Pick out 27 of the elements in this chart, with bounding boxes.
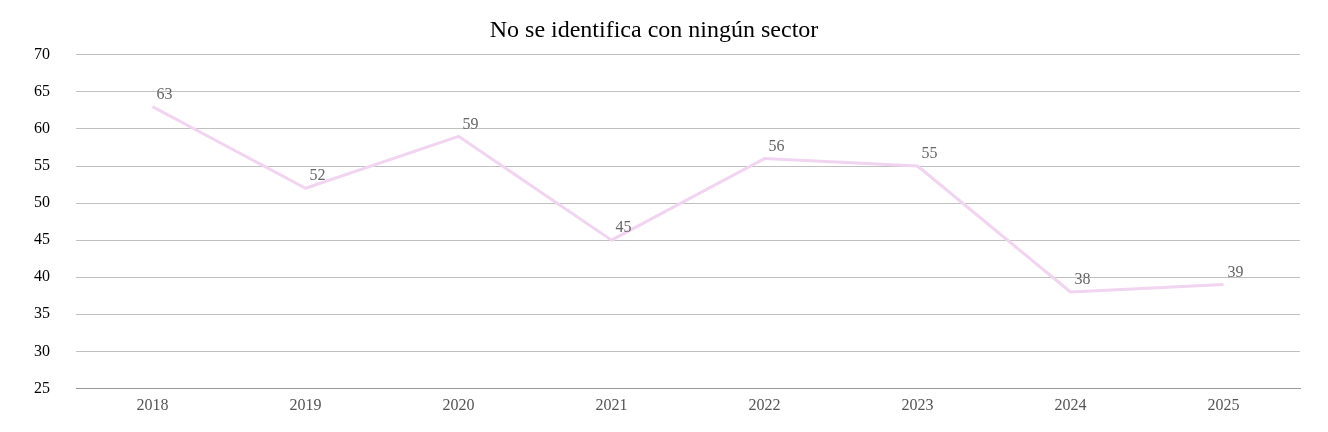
y-tick-label: 40 — [34, 267, 50, 285]
data-label: 59 — [462, 114, 479, 132]
x-tick-label: 2020 — [442, 396, 475, 414]
x-tick-label: 2022 — [748, 396, 781, 414]
y-tick-label: 70 — [34, 45, 50, 62]
data-label: 63 — [156, 84, 173, 102]
data-label: 55 — [921, 144, 938, 162]
data-label: 38 — [1074, 270, 1091, 288]
x-tick-label: 2024 — [1054, 396, 1087, 414]
x-tick-label: 2019 — [289, 396, 322, 414]
x-tick-label: 2018 — [136, 396, 169, 414]
y-tick-label: 55 — [34, 156, 50, 174]
y-tick-label: 60 — [34, 119, 50, 137]
y-tick-label: 25 — [34, 378, 50, 396]
chart-title: No se identifica con ningún sector — [489, 15, 819, 42]
data-label: 52 — [309, 166, 326, 184]
y-tick-label: 30 — [34, 341, 50, 359]
y-tick-label: 65 — [34, 82, 50, 100]
y-tick-label: 35 — [34, 304, 50, 322]
x-tick-label: 2025 — [1207, 396, 1240, 414]
x-tick-label: 2021 — [595, 396, 628, 414]
x-tick-label: 2023 — [901, 396, 934, 414]
data-label: 56 — [768, 136, 785, 154]
data-label: 45 — [615, 218, 632, 236]
data-label: 39 — [1227, 262, 1244, 280]
y-tick-label: 50 — [34, 193, 50, 211]
y-tick-label: 45 — [34, 230, 50, 248]
